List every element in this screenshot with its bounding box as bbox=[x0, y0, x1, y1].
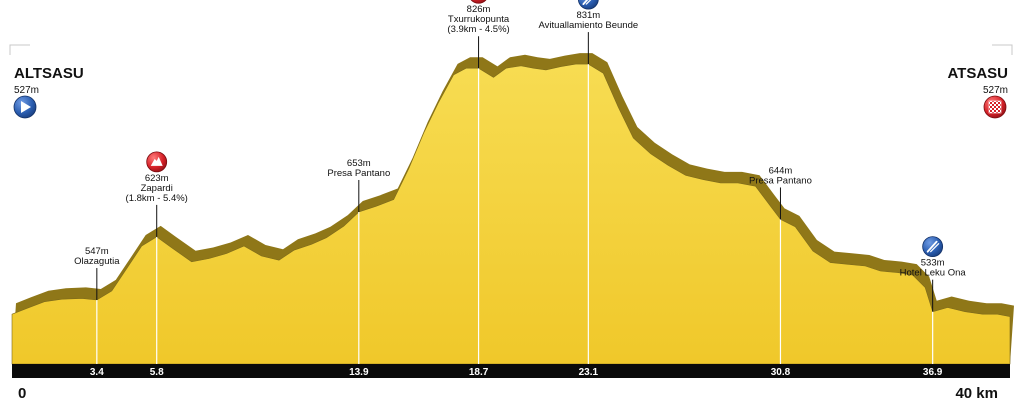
waypoint-name: Zapardi bbox=[141, 183, 173, 194]
axis-end-label: 40 km bbox=[955, 385, 998, 402]
km-tick-label: 13.9 bbox=[349, 367, 369, 378]
checkered-flag-icon bbox=[983, 95, 1007, 119]
waypoint-elevation: 644m bbox=[769, 165, 793, 176]
mountain-icon bbox=[146, 151, 168, 173]
waypoint-elevation: 826m bbox=[467, 4, 491, 15]
waypoint-name: Hotel Leku Ona bbox=[900, 268, 967, 279]
mountain-icon bbox=[470, 0, 487, 4]
waypoint-elevation: 623m bbox=[145, 173, 169, 184]
frame-corners bbox=[9, 44, 1013, 55]
waypoint-detail: (3.9km - 4.5%) bbox=[447, 24, 509, 35]
waypoint-name: Presa Pantano bbox=[327, 168, 390, 179]
profile-fill bbox=[11, 63, 1011, 365]
waypoint-elevation: 831m bbox=[576, 10, 600, 21]
play-icon bbox=[13, 95, 37, 119]
km-tick-labels: 3.4 5.8 13.9 18.7 23.1 30.8 36.9 bbox=[90, 367, 943, 378]
km-tick-label: 23.1 bbox=[579, 367, 599, 378]
waypoint-elevation: 653m bbox=[347, 158, 371, 169]
finish-name: ATSASU bbox=[947, 65, 1008, 82]
profile-area bbox=[11, 63, 1011, 365]
start-elevation: 527m bbox=[14, 85, 39, 96]
feed-icon bbox=[577, 0, 599, 10]
waypoint-name: Olazagutia bbox=[74, 256, 120, 267]
waypoint-elevation: 533m bbox=[921, 258, 945, 269]
distance-axis-bar bbox=[12, 364, 1010, 378]
waypoint-name: Avituallamiento Beunde bbox=[539, 20, 639, 31]
km-tick-label: 5.8 bbox=[150, 367, 164, 378]
waypoint-elevation: 547m bbox=[85, 246, 109, 257]
waypoint-detail: (1.8km - 5.4%) bbox=[126, 193, 188, 204]
km-tick-label: 3.4 bbox=[90, 367, 104, 378]
waypoint-icons bbox=[146, 0, 944, 258]
km-tick-label: 36.9 bbox=[923, 367, 943, 378]
waypoint-name: Presa Pantano bbox=[749, 175, 812, 186]
km-tick-label: 30.8 bbox=[771, 367, 791, 378]
waypoint-name: Txurrukopunta bbox=[448, 14, 510, 25]
km-tick-label: 18.7 bbox=[469, 367, 489, 378]
axis-start-label: 0 bbox=[18, 385, 26, 402]
waypoint-lines bbox=[96, 32, 934, 364]
finish-elevation: 527m bbox=[983, 85, 1008, 96]
start-name: ALTSASU bbox=[14, 65, 84, 82]
feed-icon bbox=[922, 236, 944, 258]
